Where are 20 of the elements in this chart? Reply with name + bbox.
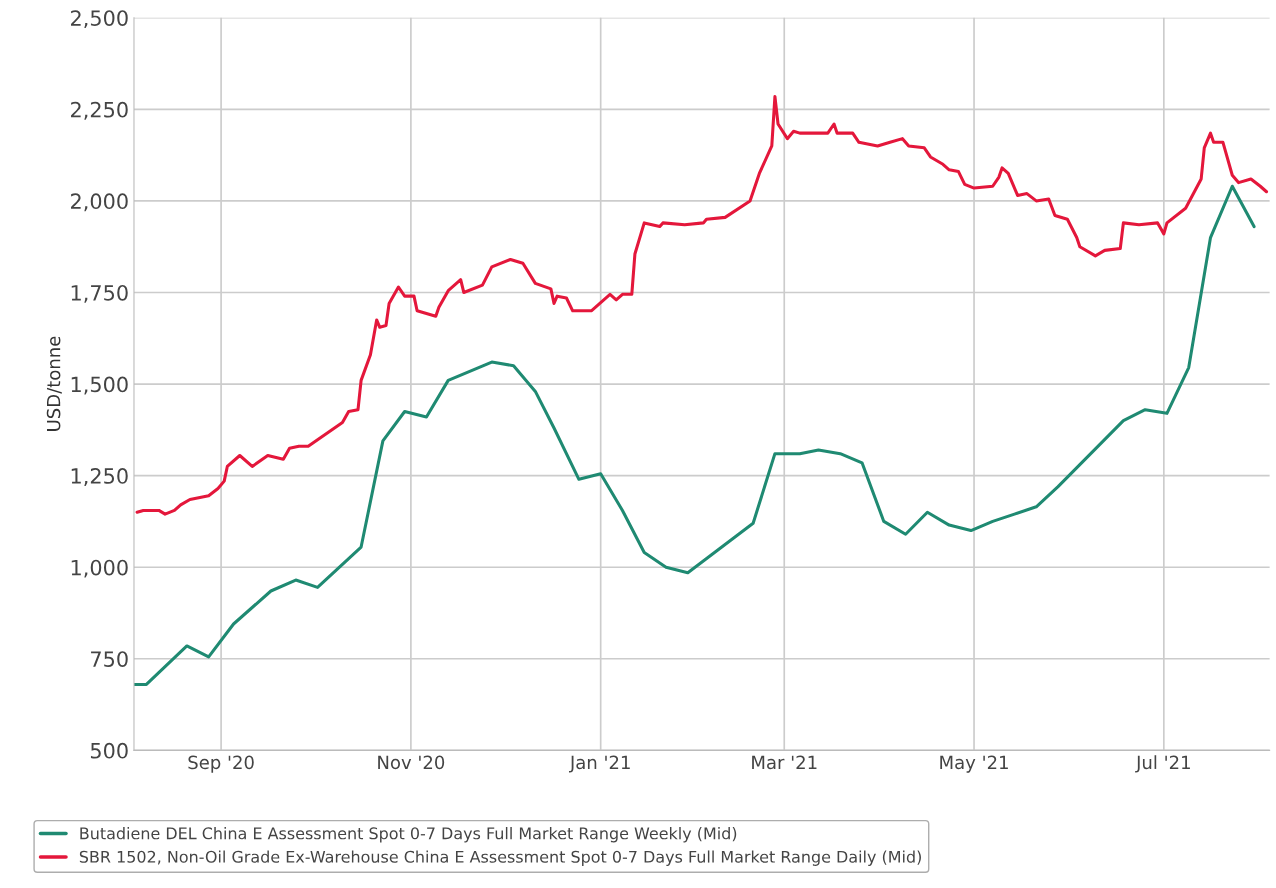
line-series — [135, 94, 1269, 516]
y-tick-label: 2,000 — [71, 193, 128, 212]
x-tick-label: Nov '20 — [378, 755, 445, 770]
y-tick-label: 1,000 — [71, 559, 128, 578]
x-tick-label: May '21 — [940, 755, 1008, 773]
line-series — [133, 184, 1256, 686]
y-tick-label: 750 — [91, 651, 128, 667]
y-tick-label: 2,500 — [71, 10, 128, 29]
y-tick-label: 1,500 — [71, 376, 128, 395]
x-tick-label: Sep '20 — [188, 755, 254, 773]
y-tick-label: 1,250 — [71, 468, 128, 486]
y-axis-title: USD/tonne — [46, 336, 62, 431]
x-tick-label: Mar '21 — [752, 755, 817, 770]
legend-label: Butadiene DEL China E Assessment Spot 0-7 Days Full Market Range Weekly (Mid) — [80, 827, 737, 843]
x-tick-label: Jul '21 — [1135, 755, 1190, 773]
y-tick-label: 2,250 — [71, 101, 128, 120]
legend-label: SBR 1502, Non-Oil Grade Ex-Warehouse China E Assessment Spot 0-7 Days Full Market Range Daily (Mid) — [79, 850, 921, 866]
x-tick-label: Jan '21 — [568, 755, 630, 773]
y-tick-label: 500 — [90, 742, 128, 759]
y-tick-label: 1,750 — [71, 284, 128, 303]
